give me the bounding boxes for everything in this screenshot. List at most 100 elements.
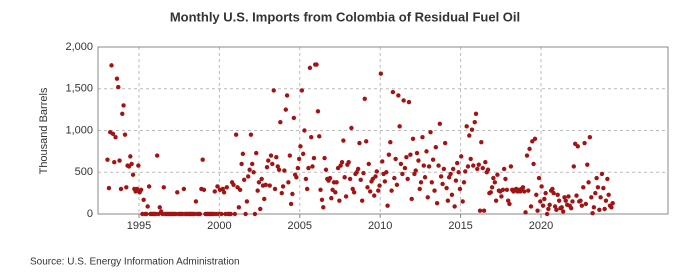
point bbox=[145, 204, 150, 209]
point bbox=[197, 211, 203, 217]
point bbox=[527, 146, 532, 152]
point bbox=[393, 156, 398, 162]
point bbox=[438, 174, 444, 179]
point bbox=[556, 198, 562, 203]
point bbox=[499, 194, 504, 199]
point bbox=[105, 157, 110, 162]
point bbox=[314, 62, 319, 67]
point bbox=[505, 198, 511, 203]
point bbox=[146, 184, 152, 189]
point bbox=[310, 164, 315, 169]
point bbox=[327, 175, 333, 181]
point bbox=[520, 185, 526, 190]
point bbox=[473, 111, 479, 117]
point bbox=[503, 176, 508, 182]
point bbox=[542, 196, 547, 202]
point bbox=[566, 194, 571, 199]
point bbox=[286, 180, 291, 185]
point bbox=[585, 162, 590, 167]
point bbox=[113, 134, 118, 140]
point bbox=[124, 185, 129, 190]
point bbox=[459, 154, 464, 159]
point bbox=[110, 131, 116, 137]
point bbox=[306, 165, 311, 171]
point bbox=[347, 176, 353, 182]
point bbox=[546, 206, 551, 212]
point bbox=[457, 186, 463, 192]
point bbox=[362, 96, 367, 101]
point bbox=[274, 155, 279, 160]
point bbox=[560, 209, 566, 214]
point bbox=[606, 192, 611, 197]
point bbox=[343, 194, 349, 199]
y-tick-label: 1,000 bbox=[65, 124, 93, 136]
point bbox=[425, 195, 430, 200]
y-axis-label: Thousand Barrels bbox=[38, 87, 50, 174]
point bbox=[598, 195, 603, 200]
point bbox=[476, 162, 481, 167]
point bbox=[402, 165, 408, 171]
point bbox=[581, 185, 586, 190]
point bbox=[424, 149, 429, 154]
point bbox=[351, 190, 357, 195]
point bbox=[141, 197, 146, 203]
point bbox=[279, 190, 284, 196]
point bbox=[409, 196, 414, 202]
point bbox=[460, 199, 465, 204]
point bbox=[303, 176, 309, 182]
point bbox=[380, 159, 385, 164]
point bbox=[522, 189, 527, 194]
point bbox=[418, 180, 424, 185]
point bbox=[201, 187, 207, 192]
point bbox=[254, 150, 259, 156]
point bbox=[602, 206, 607, 212]
x-tick-label: 2010 bbox=[368, 220, 392, 232]
point bbox=[554, 207, 559, 213]
point bbox=[374, 169, 380, 174]
point bbox=[610, 200, 615, 206]
point bbox=[483, 160, 488, 165]
point bbox=[445, 198, 451, 203]
point bbox=[587, 134, 593, 140]
point bbox=[479, 139, 484, 145]
point bbox=[523, 210, 528, 215]
point bbox=[295, 165, 301, 171]
point bbox=[232, 211, 238, 217]
point bbox=[237, 187, 243, 192]
point bbox=[337, 198, 342, 203]
point bbox=[429, 180, 434, 185]
point bbox=[288, 201, 294, 207]
point bbox=[552, 204, 558, 209]
point bbox=[323, 167, 329, 172]
point bbox=[550, 186, 555, 192]
point bbox=[299, 88, 305, 93]
point bbox=[543, 190, 548, 196]
point bbox=[121, 103, 126, 108]
point bbox=[390, 89, 396, 95]
point bbox=[129, 161, 134, 167]
point bbox=[118, 186, 124, 192]
point bbox=[532, 136, 538, 142]
point bbox=[386, 152, 392, 157]
point bbox=[495, 172, 500, 177]
x-tick-label: 2015 bbox=[448, 220, 472, 232]
point bbox=[291, 115, 297, 121]
point bbox=[488, 190, 494, 195]
point bbox=[193, 199, 199, 204]
point bbox=[321, 205, 326, 210]
point bbox=[396, 93, 401, 98]
point bbox=[296, 156, 302, 162]
point bbox=[428, 129, 433, 135]
point bbox=[359, 198, 365, 203]
point bbox=[122, 132, 128, 137]
point bbox=[540, 203, 546, 208]
point bbox=[464, 124, 469, 129]
point bbox=[220, 186, 225, 192]
point bbox=[501, 166, 507, 172]
point bbox=[406, 99, 412, 105]
point bbox=[255, 188, 260, 193]
point bbox=[397, 124, 402, 129]
point bbox=[480, 165, 485, 171]
point bbox=[315, 109, 321, 114]
point bbox=[590, 210, 595, 216]
